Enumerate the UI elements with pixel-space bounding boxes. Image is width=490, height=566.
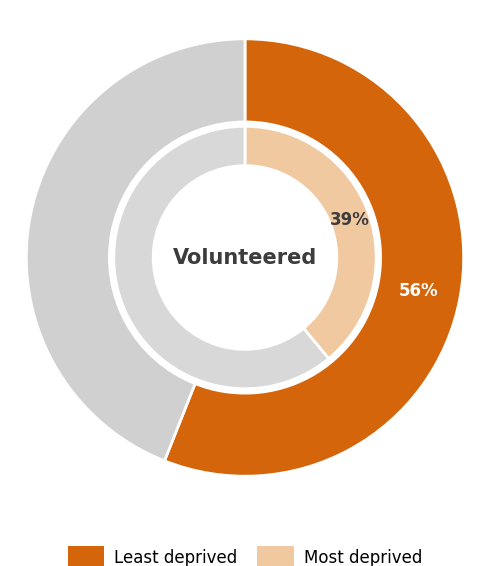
Legend: Least deprived, Most deprived: Least deprived, Most deprived bbox=[61, 539, 429, 566]
Text: Volunteered: Volunteered bbox=[173, 247, 317, 268]
Text: 39%: 39% bbox=[330, 211, 370, 229]
Wedge shape bbox=[245, 126, 376, 359]
Wedge shape bbox=[114, 126, 329, 389]
Wedge shape bbox=[165, 39, 464, 476]
Wedge shape bbox=[26, 39, 245, 461]
Text: 56%: 56% bbox=[399, 282, 439, 300]
